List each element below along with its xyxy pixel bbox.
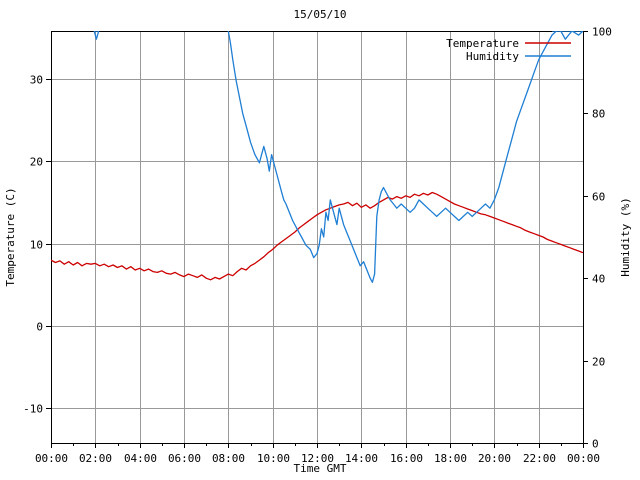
y2-axis-label: Humidity (%): [619, 197, 632, 276]
series-line: [93, 31, 100, 40]
plot-border: [51, 31, 584, 444]
x-tick-label: 04:00: [124, 452, 157, 465]
y2-tick-label: 40: [592, 273, 605, 286]
grid-lines: [51, 31, 583, 443]
x-tick-label: 16:00: [390, 452, 423, 465]
series-temperature: [51, 191, 583, 281]
x-tick-label: 14:00: [345, 452, 378, 465]
series-line: [227, 31, 583, 283]
data-series-layer: [51, 31, 583, 283]
x-tick-label: 08:00: [212, 452, 245, 465]
x-tick-label: 18:00: [434, 452, 467, 465]
y2-tick-label: 20: [592, 356, 605, 369]
series-humidity: [93, 31, 583, 283]
legend-label: Temperature: [446, 37, 519, 50]
y2-tick-label: 80: [592, 108, 605, 121]
y-tick-label: 10: [30, 239, 43, 252]
x-tick-label: 22:00: [523, 452, 556, 465]
tick-labels-layer: 00:00 02:00 04:00 06:00 08:00 10:00 12:00 14:00…: [23, 26, 612, 466]
y-tick-label: -10: [23, 403, 43, 416]
chart-title: 15/05/10: [294, 8, 347, 21]
x-tick-label: 20:00: [478, 452, 511, 465]
y-tick-label: 0: [36, 321, 43, 334]
y-tick-label: 30: [30, 74, 43, 87]
x-tick-label: 12:00: [301, 452, 334, 465]
x-axis-label: Time GMT: [294, 462, 347, 475]
x-tick-label: 00:00: [567, 452, 600, 465]
y2-tick-label: 100: [592, 26, 612, 39]
plot-frame: [51, 31, 584, 444]
y2-tick-label: 0: [592, 438, 599, 451]
y-axis-label: Temperature (C): [4, 187, 17, 286]
x-tick-label: 02:00: [79, 452, 112, 465]
x-tick-label: 00:00: [35, 452, 68, 465]
legend-label: Humidity: [466, 50, 519, 63]
x-tick-label: 10:00: [257, 452, 290, 465]
x-tick-label: 06:00: [168, 452, 201, 465]
series-line: [51, 191, 583, 281]
y2-tick-label: 60: [592, 191, 605, 204]
y-tick-label: 20: [30, 156, 43, 169]
